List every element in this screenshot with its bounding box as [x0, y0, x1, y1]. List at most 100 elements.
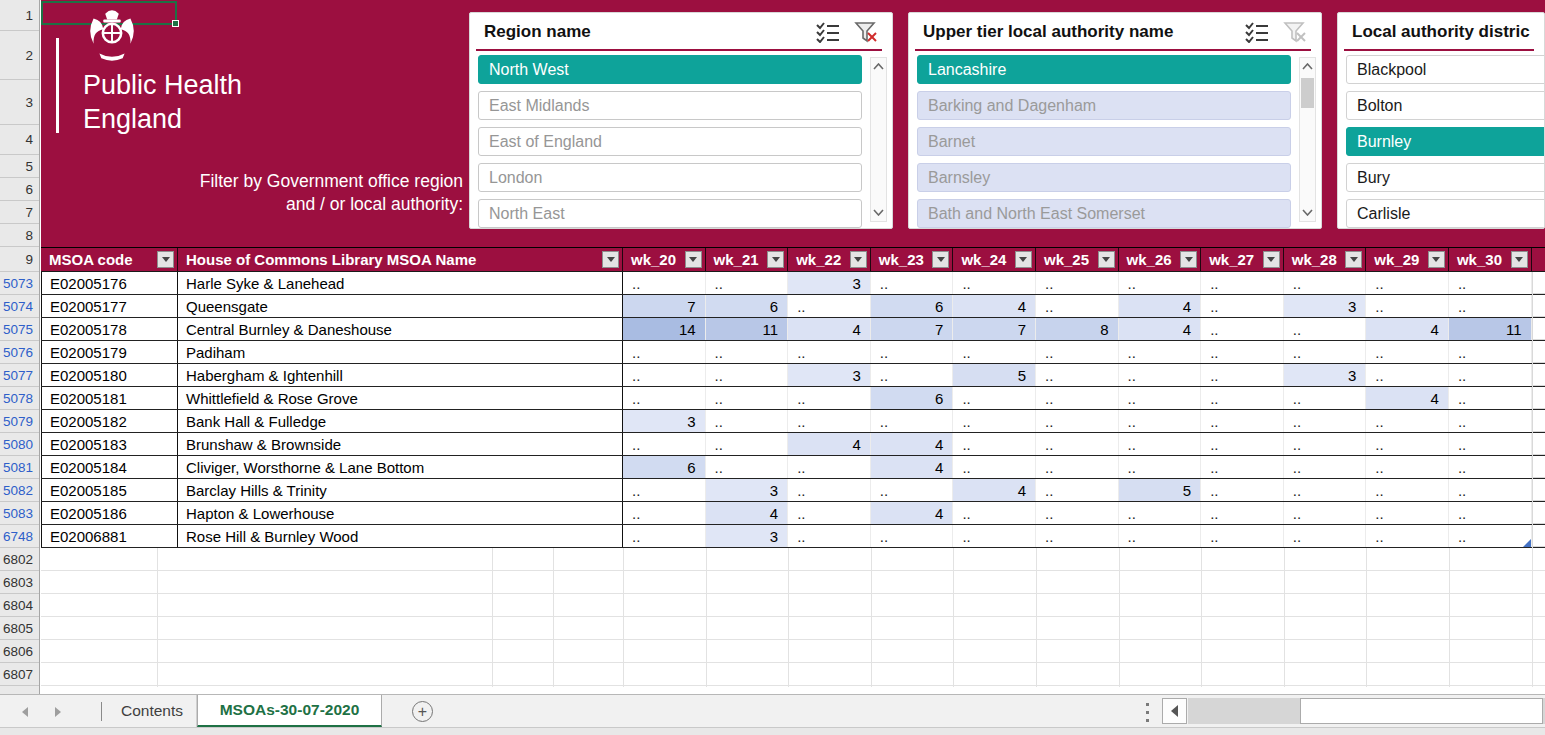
cell-week-value[interactable]: 7 — [623, 295, 706, 317]
cell-week-value[interactable]: 4 — [788, 318, 871, 340]
cell-week-value[interactable]: .. — [953, 502, 1036, 524]
cell-week-value[interactable]: 11 — [1449, 318, 1532, 340]
row-number[interactable]: 6803 — [0, 571, 39, 594]
cell-week-value[interactable]: .. — [788, 456, 871, 478]
filter-dropdown-button[interactable] — [767, 251, 784, 268]
cell-week-value[interactable]: .. — [788, 525, 871, 547]
cell-week-value[interactable]: 3 — [623, 410, 706, 432]
multi-select-icon[interactable] — [1245, 21, 1269, 43]
cell-week-value[interactable]: .. — [1119, 410, 1202, 432]
cell-week-value[interactable]: .. — [1201, 272, 1284, 294]
cell-week-value[interactable]: .. — [1036, 410, 1119, 432]
cell-week-value[interactable]: 4 — [871, 502, 954, 524]
cell-msoa-name[interactable]: Habergham & Ightenhill — [178, 364, 623, 386]
cell-msoa-name[interactable]: Whittlefield & Rose Grove — [178, 387, 623, 409]
cell-week-value[interactable]: 4 — [1119, 318, 1202, 340]
row-number[interactable]: 5078 — [0, 387, 39, 410]
cell-week-value[interactable]: .. — [1119, 387, 1202, 409]
row-number[interactable]: 5074 — [0, 295, 39, 318]
cell-week-value[interactable]: .. — [623, 364, 706, 386]
cell-week-value[interactable]: .. — [1366, 456, 1449, 478]
cell-week-value[interactable]: .. — [1449, 364, 1532, 386]
row-number[interactable]: 5079 — [0, 410, 39, 433]
cell-msoa-code[interactable]: E02005180 — [41, 364, 178, 386]
cell-week-value[interactable]: .. — [788, 479, 871, 501]
cell-week-value[interactable]: 8 — [1036, 318, 1119, 340]
fill-handle[interactable] — [172, 20, 179, 27]
slicer-item-east-of-england[interactable]: East of England — [478, 127, 862, 156]
cell-week-value[interactable]: .. — [1119, 433, 1202, 455]
cell-week-value[interactable]: .. — [1036, 295, 1119, 317]
cell-week-value[interactable]: .. — [1366, 479, 1449, 501]
cell-week-value[interactable]: .. — [1449, 410, 1532, 432]
cell-week-value[interactable]: 5 — [953, 364, 1036, 386]
add-sheet-button[interactable]: + — [412, 701, 433, 722]
cell-week-value[interactable]: .. — [706, 387, 789, 409]
cell-msoa-code[interactable]: E02005182 — [41, 410, 178, 432]
cell-week-value[interactable]: 6 — [623, 456, 706, 478]
cell-week-value[interactable]: .. — [1201, 433, 1284, 455]
slicer-item-barnsley[interactable]: Barnsley — [917, 163, 1291, 192]
cell-week-value[interactable]: .. — [871, 341, 954, 363]
cell-week-value[interactable]: .. — [1284, 387, 1367, 409]
tab-msoas-active[interactable]: MSOAs-30-07-2020 — [197, 695, 382, 727]
row-number[interactable]: 5 — [0, 155, 39, 178]
cell-msoa-name[interactable]: Padiham — [178, 341, 623, 363]
cell-week-value[interactable]: .. — [1284, 456, 1367, 478]
slicer-item-bath-and-north-east-somerset[interactable]: Bath and North East Somerset — [917, 199, 1291, 228]
hscroll-thumb[interactable] — [1300, 698, 1543, 724]
table-resize-handle[interactable] — [1523, 539, 1531, 547]
cell-week-value[interactable]: .. — [1119, 272, 1202, 294]
cell-week-value[interactable]: .. — [1036, 456, 1119, 478]
cell-week-value[interactable]: .. — [1119, 341, 1202, 363]
row-number[interactable]: 3 — [0, 80, 39, 125]
scrollbar-resize-handle[interactable] — [1146, 703, 1150, 727]
row-number[interactable]: 6748 — [0, 525, 39, 548]
cell-week-value[interactable]: .. — [706, 272, 789, 294]
cell-week-value[interactable]: 7 — [953, 318, 1036, 340]
row-number[interactable]: 8 — [0, 224, 39, 247]
cell-week-value[interactable]: .. — [1366, 502, 1449, 524]
filter-dropdown-button[interactable] — [1098, 251, 1115, 268]
slicer-item-barking-and-dagenham[interactable]: Barking and Dagenham — [917, 91, 1291, 120]
cell-week-value[interactable]: 4 — [871, 433, 954, 455]
slicer-item-london[interactable]: London — [478, 163, 862, 192]
cell-week-value[interactable]: .. — [623, 525, 706, 547]
filter-dropdown-button[interactable] — [1428, 251, 1445, 268]
cell-week-value[interactable]: 4 — [1119, 295, 1202, 317]
cell-week-value[interactable]: .. — [871, 479, 954, 501]
cell-week-value[interactable]: .. — [623, 502, 706, 524]
cell-week-value[interactable]: .. — [953, 525, 1036, 547]
row-number[interactable]: 5076 — [0, 341, 39, 364]
cell-week-value[interactable]: 3 — [706, 525, 789, 547]
cell-week-value[interactable]: 4 — [871, 456, 954, 478]
slicer-item-east-midlands[interactable]: East Midlands — [478, 91, 862, 120]
cell-week-value[interactable]: 3 — [788, 272, 871, 294]
hscroll-left-arrow[interactable] — [1162, 698, 1187, 724]
cell-msoa-code[interactable]: E02005185 — [41, 479, 178, 501]
cell-week-value[interactable]: .. — [1284, 525, 1367, 547]
cell-week-value[interactable]: .. — [1119, 502, 1202, 524]
cell-week-value[interactable]: .. — [1366, 410, 1449, 432]
cell-week-value[interactable]: .. — [623, 433, 706, 455]
cell-week-value[interactable]: 5 — [1119, 479, 1202, 501]
cell-week-value[interactable]: 3 — [1284, 364, 1367, 386]
cell-week-value[interactable]: .. — [953, 456, 1036, 478]
prev-sheet-arrow-icon[interactable] — [22, 707, 28, 717]
cell-msoa-code[interactable]: E02005181 — [41, 387, 178, 409]
cell-week-value[interactable]: .. — [1036, 502, 1119, 524]
cell-week-value[interactable]: .. — [1284, 433, 1367, 455]
row-number[interactable]: 1 — [0, 0, 39, 31]
cell-week-value[interactable]: .. — [706, 341, 789, 363]
scroll-down-icon[interactable] — [1300, 205, 1315, 220]
cell-week-value[interactable]: .. — [871, 525, 954, 547]
cell-week-value[interactable]: .. — [1201, 318, 1284, 340]
cell-week-value[interactable]: .. — [953, 410, 1036, 432]
cell-week-value[interactable]: .. — [1201, 387, 1284, 409]
scroll-down-icon[interactable] — [871, 205, 886, 220]
cell-week-value[interactable]: .. — [1201, 341, 1284, 363]
cell-week-value[interactable]: .. — [788, 410, 871, 432]
row-number[interactable]: 5082 — [0, 479, 39, 502]
cell-week-value[interactable]: .. — [953, 341, 1036, 363]
cell-week-value[interactable]: 3 — [706, 479, 789, 501]
